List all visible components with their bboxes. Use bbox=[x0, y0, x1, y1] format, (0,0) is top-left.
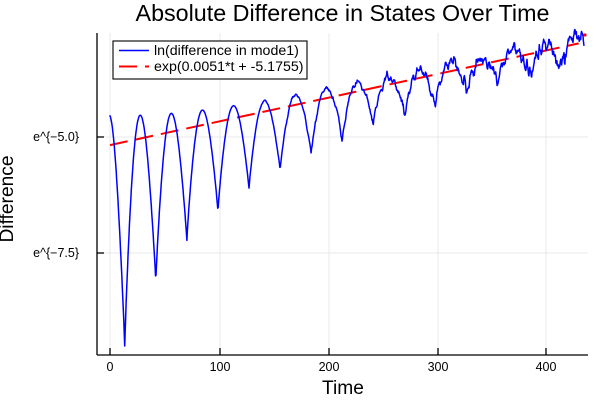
svg-text:e^{−5.0}: e^{−5.0} bbox=[33, 130, 79, 144]
svg-text:ln(difference in mode1): ln(difference in mode1) bbox=[154, 43, 299, 59]
svg-text:200: 200 bbox=[319, 360, 340, 374]
svg-text:0: 0 bbox=[107, 360, 114, 374]
svg-text:300: 300 bbox=[428, 360, 449, 374]
svg-text:Time: Time bbox=[322, 378, 364, 399]
svg-text:exp(0.0051*t + -5.1755): exp(0.0051*t + -5.1755) bbox=[154, 59, 303, 75]
svg-text:Absolute Difference in States: Absolute Difference in States Over Time bbox=[136, 0, 550, 26]
svg-text:e^{−7.5}: e^{−7.5} bbox=[33, 246, 79, 260]
svg-text:100: 100 bbox=[210, 360, 231, 374]
svg-text:Difference: Difference bbox=[0, 155, 18, 242]
svg-text:400: 400 bbox=[536, 360, 557, 374]
